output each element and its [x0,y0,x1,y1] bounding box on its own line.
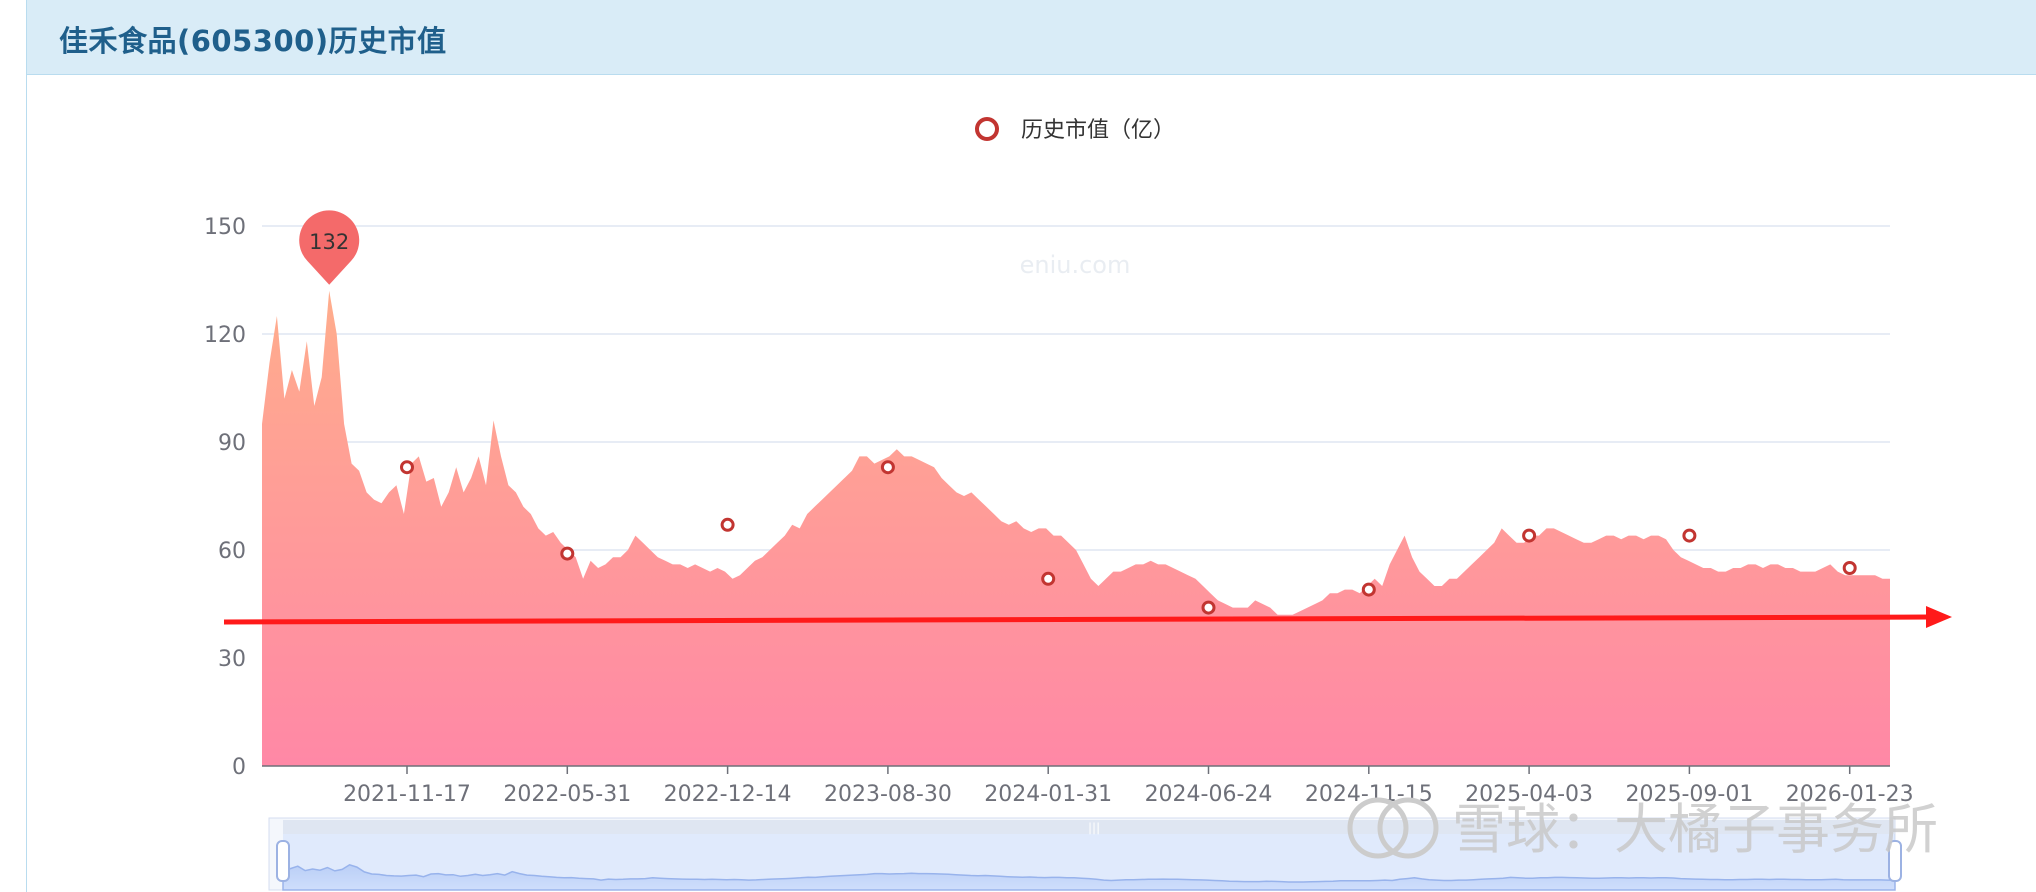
page-title: 佳禾食品(605300)历史市值 [59,24,447,58]
series-area [262,290,1890,766]
watermark-text: eniu.com [1020,251,1131,279]
slider-preview-area [282,863,1896,891]
slider-left-handle[interactable] [276,840,290,882]
data-marker [400,460,414,475]
data-marker [1522,528,1537,543]
x-axis: 2021-11-17 2022-05-31 2022-12-14 2023-08-30… [262,765,1914,807]
x-tick-label: 2025-04-03 [1465,782,1593,807]
data-marker [1682,528,1697,543]
x-tick-label: 2024-01-31 [984,782,1112,807]
data-marker [720,517,735,532]
y-axis: 0 30 60 90 120 150 [204,215,246,780]
xueqiu-logo-icon-ring [1377,797,1439,859]
data-marker [1041,571,1056,586]
y-tick-label: 30 [218,647,246,672]
data-marker [1842,561,1857,575]
max-pin-label: 132 [309,230,349,254]
x-tick-label: 2025-09-01 [1625,782,1753,807]
slider-selection [283,834,1895,890]
x-tick-label: 2023-08-30 [824,782,952,807]
trend-arrow [223,606,1952,628]
data-marker [880,460,895,475]
brand-overlay: 雪球：大橘子事务所 [1347,797,1938,861]
y-tick-label: 120 [204,323,246,348]
legend-label: 历史市值（亿） [1021,118,1175,143]
slider-right-handle[interactable] [1888,840,1902,882]
datazoom-slider[interactable]: ||| [268,817,1902,891]
x-tick-label: 2026-01-23 [1786,782,1914,807]
panel-header: 佳禾食品(605300)历史市值 [27,0,2036,75]
y-tick-label: 0 [232,755,246,780]
data-markers [400,460,1857,615]
y-tick-label: 150 [204,215,246,240]
area-series [262,290,1890,766]
x-tick-label: 2024-06-24 [1145,782,1273,807]
y-tick-label: 60 [218,539,246,564]
data-marker [560,546,575,561]
x-tick-label: 2021-11-17 [343,782,471,807]
max-pin-marker-icon [299,210,360,285]
xueqiu-logo-icon [1347,797,1409,859]
slider-drag-bar[interactable] [283,820,1895,834]
legend-marker-icon [975,117,999,141]
x-tick-label: 2022-12-14 [664,782,792,807]
brand-text: 雪球：大橘子事务所 [1452,798,1938,861]
y-tick-label: 90 [218,431,246,456]
legend[interactable]: 历史市值（亿） [975,117,1175,143]
drag-grip-icon: ||| [1088,821,1100,835]
data-marker [1361,582,1376,597]
data-marker [1201,600,1216,615]
max-pin: 132 [299,210,360,285]
x-tick-label: 2022-05-31 [503,782,631,807]
